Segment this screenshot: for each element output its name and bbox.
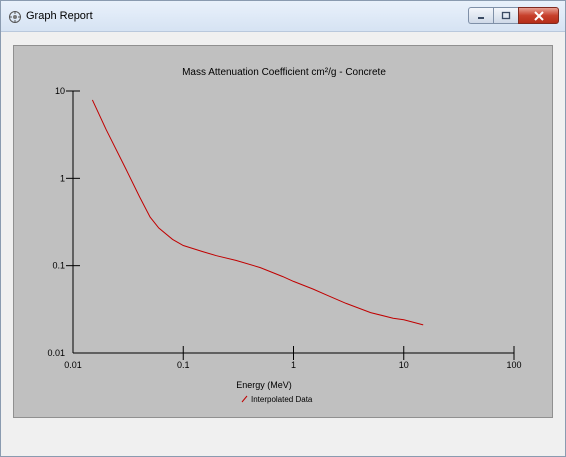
window-title: Graph Report bbox=[26, 10, 93, 22]
legend-label: Interpolated Data bbox=[251, 395, 313, 404]
x-tick-label: 100 bbox=[506, 360, 521, 370]
y-tick-label: 1 bbox=[60, 173, 65, 183]
minimize-icon bbox=[478, 16, 484, 19]
y-tick-label: 0.01 bbox=[47, 348, 65, 358]
maximize-icon bbox=[501, 11, 511, 20]
close-button[interactable] bbox=[518, 7, 559, 24]
y-tick-label: 0.1 bbox=[52, 261, 65, 271]
tick-marks: 0.01 0.1 1 10 0.01 0.1 1 10 100 bbox=[47, 86, 521, 370]
graph-panel: Mass Attenuation Coefficient cm²/g - Con… bbox=[13, 45, 553, 418]
legend: Interpolated Data bbox=[241, 395, 313, 404]
x-tick-label: 1 bbox=[291, 360, 296, 370]
y-tick-label: 10 bbox=[55, 86, 65, 96]
x-axis-label: Energy (MeV) bbox=[236, 380, 292, 390]
legend-line-icon bbox=[241, 395, 248, 403]
x-tick-label: 0.01 bbox=[64, 360, 82, 370]
x-tick-label: 10 bbox=[399, 360, 409, 370]
status-strip bbox=[13, 421, 553, 451]
graph-report-icon bbox=[9, 11, 21, 23]
series-line-interpolated-data bbox=[91, 99, 424, 326]
title-bar[interactable]: Graph Report bbox=[1, 1, 565, 32]
chart-title: Mass Attenuation Coefficient cm²/g - Con… bbox=[182, 67, 386, 78]
axes bbox=[72, 91, 514, 354]
minimize-button[interactable] bbox=[468, 7, 493, 24]
chart: Mass Attenuation Coefficient cm²/g - Con… bbox=[47, 67, 521, 404]
x-tick-label: 0.1 bbox=[177, 360, 190, 370]
maximize-button[interactable] bbox=[493, 7, 518, 24]
close-icon bbox=[533, 10, 544, 21]
window-controls bbox=[468, 7, 559, 25]
